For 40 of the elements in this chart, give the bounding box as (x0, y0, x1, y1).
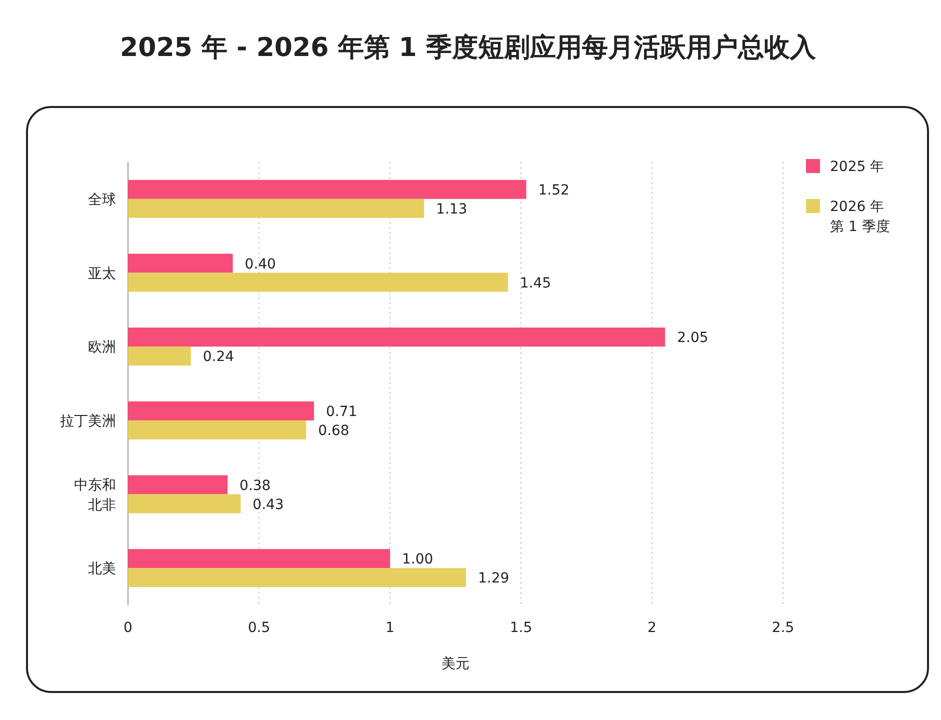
y-tick-label: 亚太 (88, 266, 116, 282)
data-label: 1.00 (402, 552, 434, 568)
bar (128, 198, 424, 218)
y-tick-label: 欧洲 (88, 340, 116, 356)
bar (128, 254, 233, 273)
data-label: 0.68 (318, 422, 350, 439)
data-label: 1.52 (538, 182, 570, 198)
bar (128, 346, 191, 366)
bar (128, 328, 666, 347)
data-label: 1.29 (478, 570, 510, 587)
x-tick-label: 2.5 (772, 620, 794, 636)
y-tick-label: 拉丁美洲 (60, 413, 116, 430)
bar (128, 549, 390, 568)
chart-title: 2025 年 - 2026 年第 1 季度短剧应用每月活跃用户总收入 (120, 33, 817, 63)
bar (128, 272, 508, 292)
x-tick-label: 1 (386, 620, 394, 636)
legend-label: 2025 年 (830, 159, 884, 175)
data-label: 2.05 (677, 330, 708, 346)
data-label: 1.13 (436, 201, 468, 218)
data-label: 0.71 (326, 404, 358, 420)
bar (128, 180, 526, 199)
data-label: 0.43 (252, 496, 284, 513)
y-tick-label: 北美 (88, 561, 116, 578)
y-tick-label: 中东和北非 (74, 477, 116, 514)
x-tick-label: 0 (124, 620, 132, 636)
data-label: 0.40 (244, 256, 276, 272)
bar (128, 420, 306, 440)
data-label: 0.24 (202, 349, 234, 366)
data-label: 1.45 (520, 275, 552, 292)
x-tick-label: 2 (648, 620, 656, 636)
legend-label: 2026 年第 1 季度 (830, 199, 890, 235)
y-tick-label: 全球 (88, 192, 116, 208)
data-label: 0.38 (240, 478, 271, 494)
x-tick-label: 1.5 (510, 620, 532, 636)
bar (128, 568, 466, 588)
x-axis-title: 美元 (442, 656, 470, 672)
bar (128, 475, 228, 494)
bar (128, 494, 241, 514)
bar (128, 401, 314, 420)
x-tick-label: 0.5 (248, 620, 270, 636)
